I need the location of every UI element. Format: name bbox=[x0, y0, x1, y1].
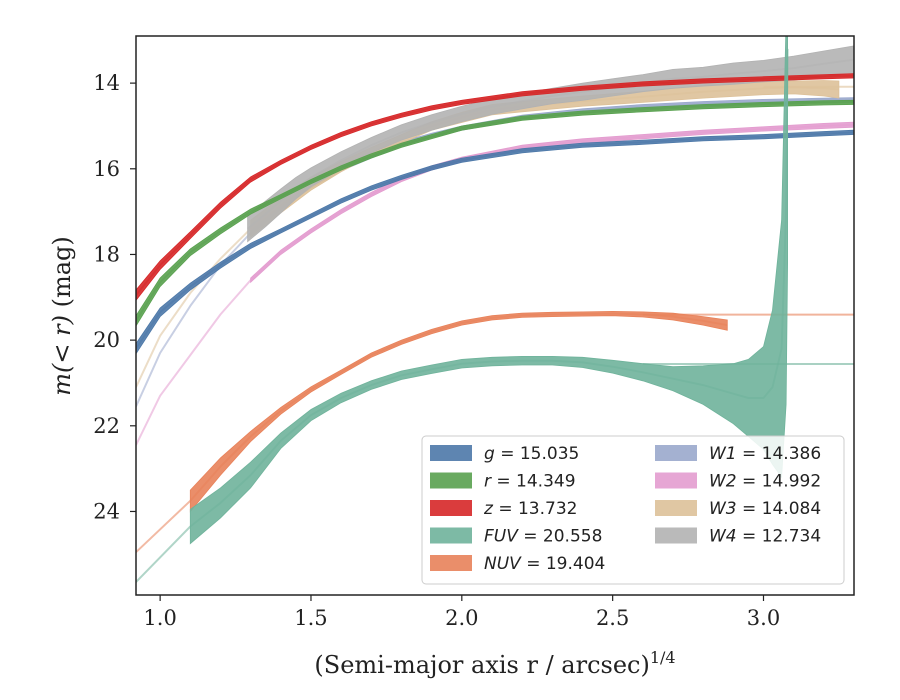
legend-label-w1: W1 = 14.386 bbox=[709, 444, 821, 464]
fuv-extrapolation bbox=[136, 525, 192, 583]
y-tick-label: 14 bbox=[93, 71, 120, 95]
legend-label-z: z = 13.732 bbox=[483, 499, 577, 519]
x-tick-label: 2.0 bbox=[445, 606, 478, 630]
x-axis-label: (Semi-major axis r / arcsec)1/4 bbox=[314, 648, 675, 679]
legend-swatch-w4 bbox=[655, 527, 697, 544]
plot-area bbox=[136, 36, 854, 583]
y-tick-label: 24 bbox=[93, 499, 120, 523]
plot-frame bbox=[135, 35, 855, 596]
y-axis-label: m(< r) (mag) bbox=[48, 236, 76, 395]
z-band bbox=[136, 73, 854, 301]
legend-frame bbox=[421, 435, 845, 585]
legend-label-w4: W4 = 12.734 bbox=[709, 527, 821, 547]
legend-label-fuv: FUV = 20.558 bbox=[484, 527, 602, 547]
legend-swatch-r bbox=[430, 472, 472, 489]
y-tick-label: 22 bbox=[93, 414, 120, 438]
legend-label-w2: W2 = 14.992 bbox=[709, 472, 821, 492]
legend: g = 15.035 r = 14.349 z = 13.732 FUV = 20.5… bbox=[421, 435, 845, 585]
w4-band bbox=[247, 45, 854, 243]
y-tick-label: 18 bbox=[93, 242, 120, 266]
legend-swatch-nuv bbox=[430, 555, 472, 571]
legend-swatch-z bbox=[430, 500, 472, 516]
legend-swatch-w1 bbox=[655, 445, 697, 461]
legend-label-w3: W3 = 14.084 bbox=[709, 499, 821, 519]
nuv-extrapolation bbox=[136, 500, 191, 553]
nuv-band bbox=[189, 310, 728, 513]
legend-swatch-w2 bbox=[655, 472, 697, 489]
legend-swatch-w3 bbox=[655, 500, 697, 516]
y-tick-label: 20 bbox=[93, 328, 120, 352]
y-axis: 14 16 18 20 22 24 bbox=[93, 71, 136, 523]
legend-swatch-fuv bbox=[430, 527, 472, 544]
legend-label-nuv: NUV = 19.404 bbox=[484, 554, 605, 574]
x-tick-label: 1.0 bbox=[143, 606, 176, 630]
legend-label-r: r = 14.349 bbox=[484, 472, 576, 492]
legend-label-g: g = 15.035 bbox=[484, 444, 579, 464]
x-tick-label: 3.0 bbox=[747, 606, 780, 630]
x-tick-label: 2.5 bbox=[596, 606, 629, 630]
legend-swatch-g bbox=[430, 445, 472, 461]
g-band bbox=[136, 129, 854, 355]
fuv-band bbox=[189, 36, 788, 545]
x-tick-label: 1.5 bbox=[294, 606, 327, 630]
y-tick-label: 16 bbox=[93, 157, 120, 181]
r-band bbox=[136, 99, 854, 327]
x-axis: 1.0 1.5 2.0 2.5 3.0 bbox=[143, 595, 780, 630]
